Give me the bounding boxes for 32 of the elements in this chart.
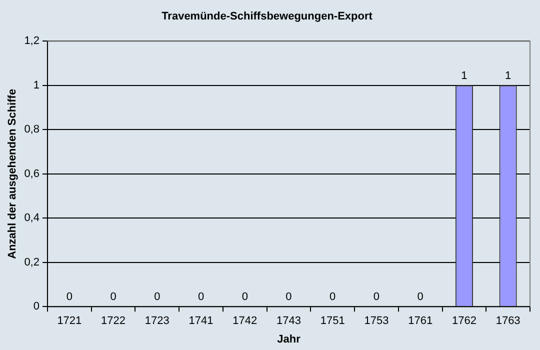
x-tick-label: 1762	[452, 315, 476, 328]
data-label: 0	[330, 291, 336, 304]
x-tick-label: 1722	[101, 315, 126, 328]
data-label: 0	[286, 291, 292, 304]
data-label: 0	[417, 291, 424, 304]
y-tick-label: 0,8	[24, 124, 40, 136]
x-tick-label: 1741	[188, 315, 214, 328]
y-tick-label: 0,4	[24, 212, 40, 224]
y-tick-label: 0,6	[24, 168, 40, 180]
x-tick-label: 1721	[57, 315, 82, 328]
x-tick-label: 1763	[496, 315, 520, 328]
x-tick-label: 1753	[364, 315, 389, 328]
data-label: 0	[373, 291, 380, 304]
x-axis-title: Jahr	[277, 333, 302, 346]
y-axis-title: Anzahl der ausgehenden Schiffe	[6, 88, 19, 259]
y-tick-label: 1,2	[24, 35, 40, 48]
x-tick-label: 1743	[276, 315, 301, 328]
data-label: 0	[198, 291, 204, 304]
data-label: 1	[461, 70, 468, 82]
y-tick-label: 1	[33, 79, 40, 92]
y-tick-label: 0	[33, 300, 40, 313]
x-tick-label: 1751	[320, 315, 345, 328]
x-tick-label: 1742	[232, 315, 258, 328]
data-label: 0	[110, 291, 116, 304]
data-label: 0	[66, 291, 72, 304]
x-tick-label: 1761	[408, 315, 433, 328]
chart-title: Travemünde-Schiffsbewegungen-Export	[162, 10, 373, 23]
x-tick-label: 1723	[144, 315, 170, 328]
y-tick-label: 0,2	[24, 256, 40, 268]
data-label: 1	[505, 70, 512, 82]
data-label: 0	[154, 291, 160, 304]
data-label: 0	[242, 291, 248, 304]
